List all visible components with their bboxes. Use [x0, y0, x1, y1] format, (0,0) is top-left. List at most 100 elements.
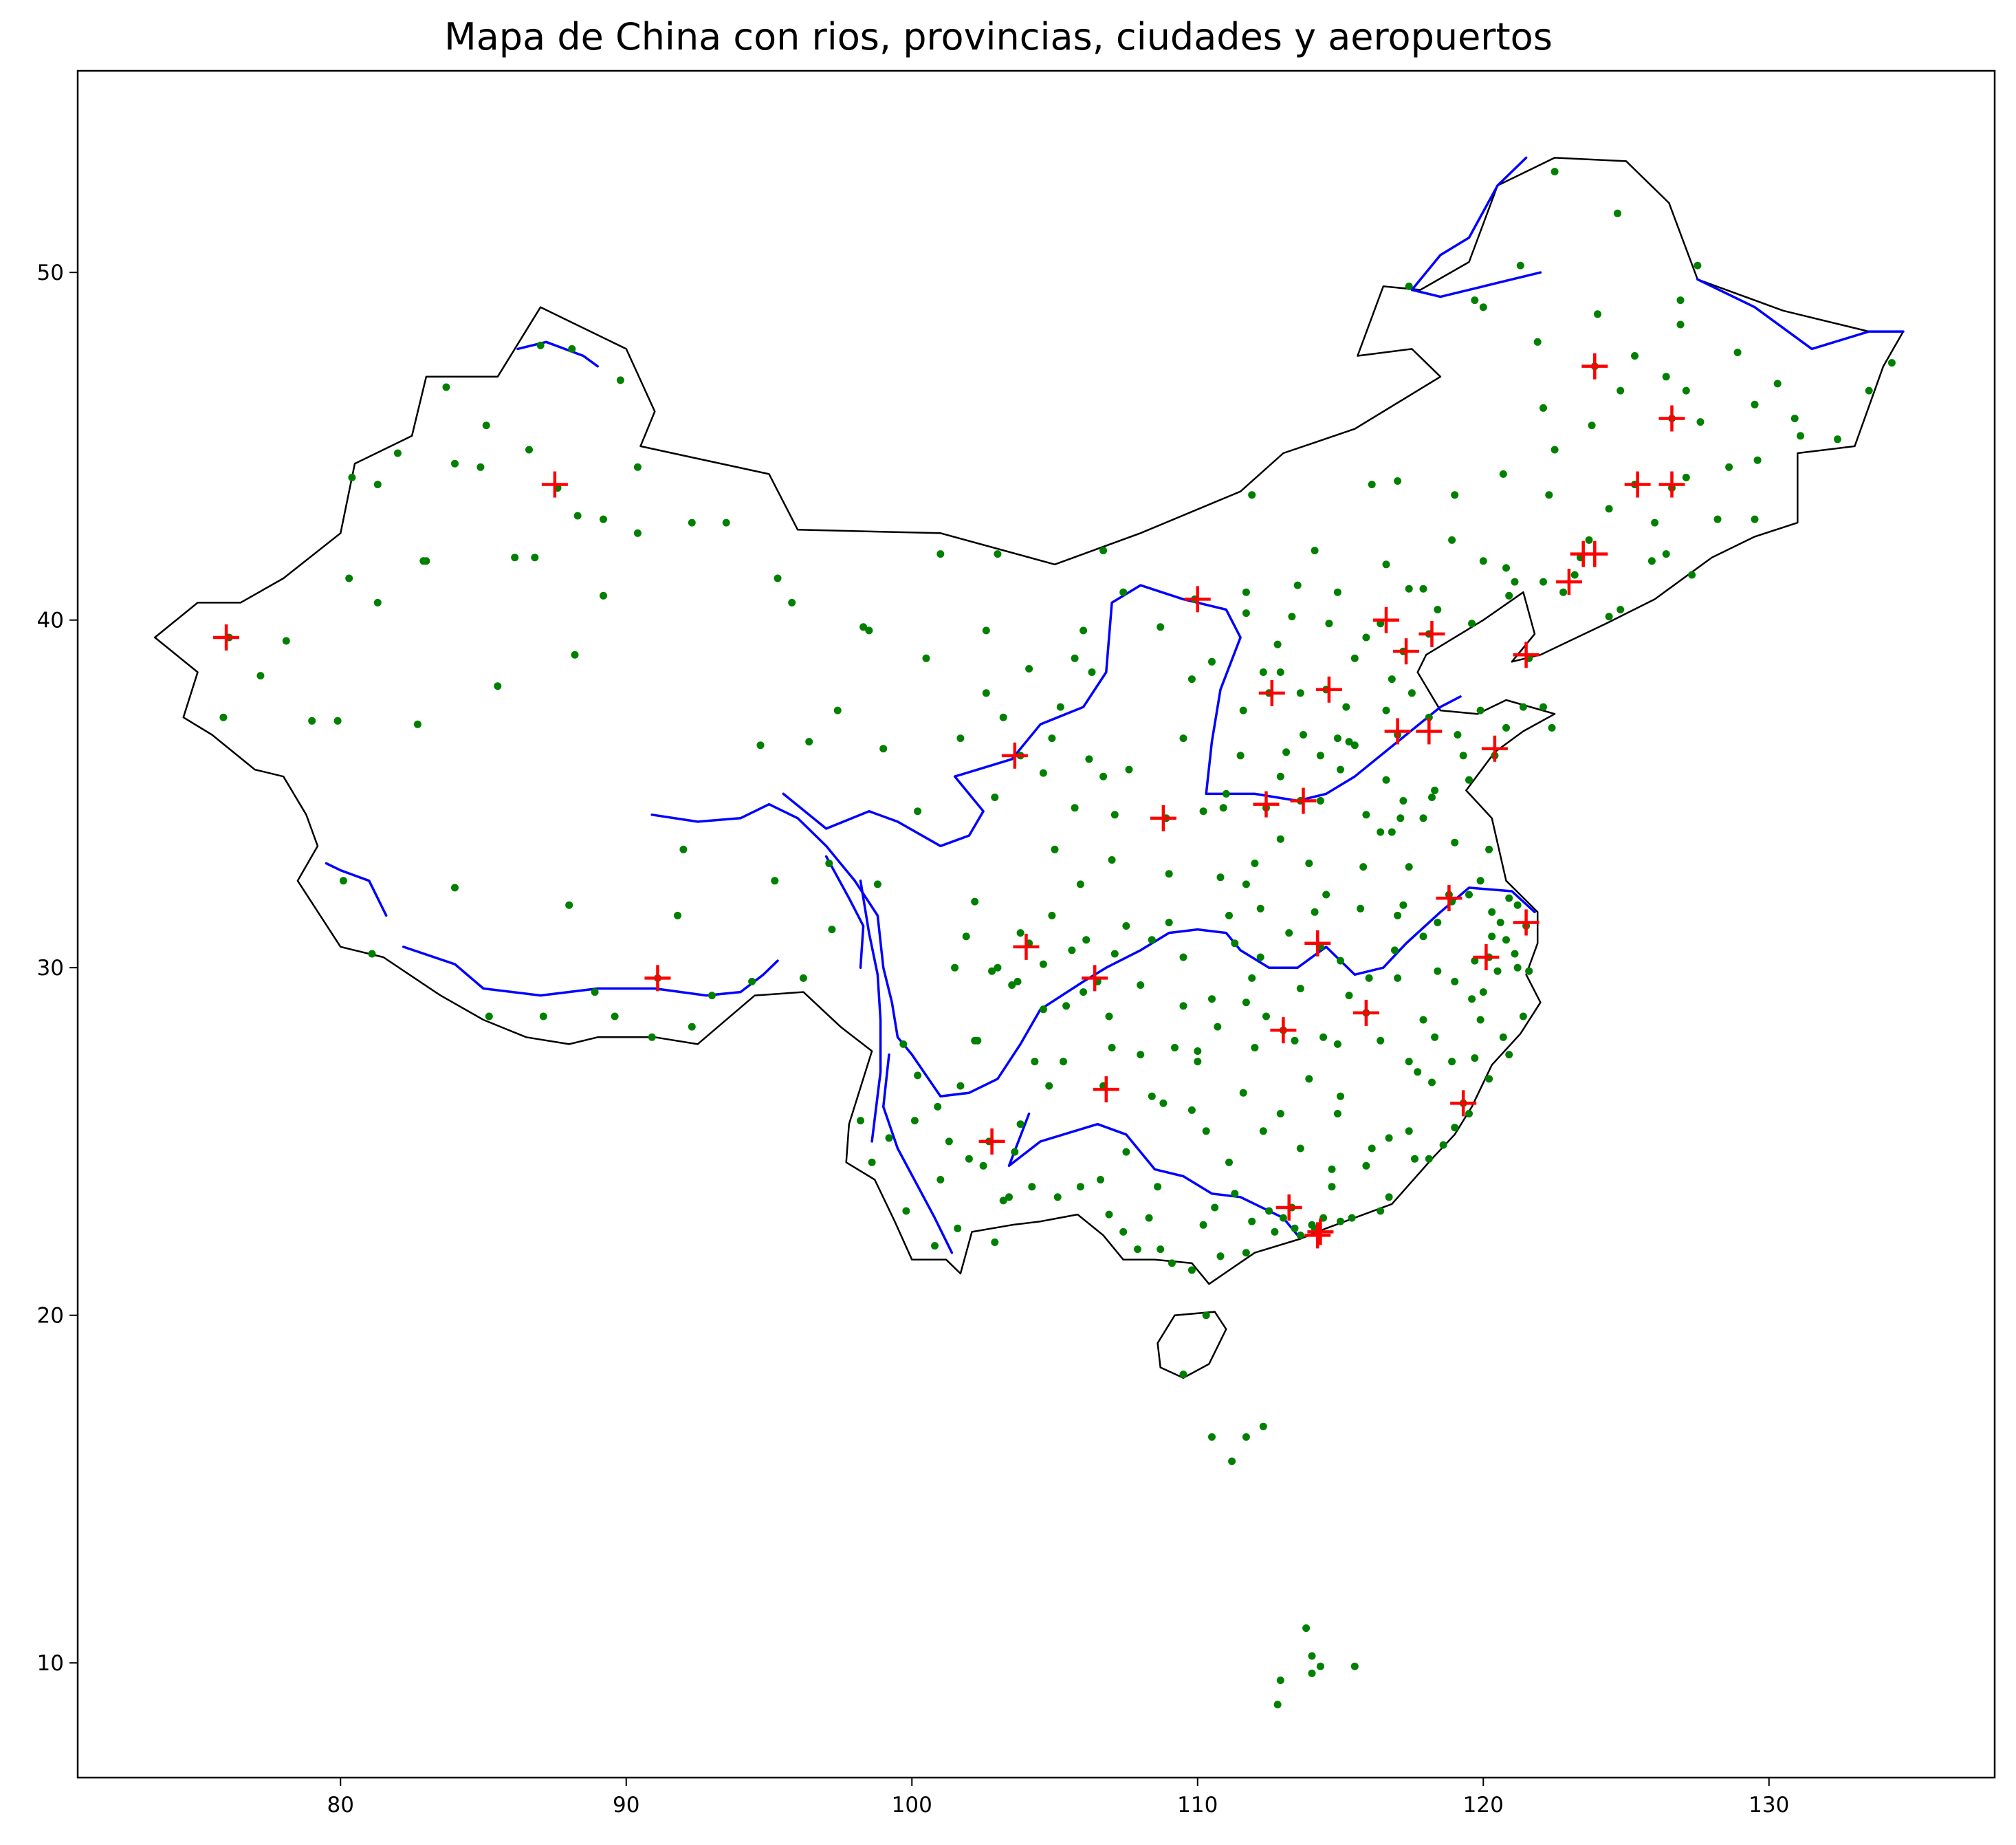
- city-point: [1333, 734, 1341, 743]
- airport-marker: [1304, 930, 1331, 957]
- city-point: [1377, 828, 1385, 836]
- city-point: [1251, 860, 1259, 867]
- city-point: [1585, 536, 1593, 544]
- airport-marker: [1275, 1194, 1302, 1221]
- city-point: [1382, 560, 1390, 569]
- city-point: [1256, 953, 1264, 961]
- city-point: [1385, 1134, 1393, 1142]
- city-point: [1008, 981, 1016, 989]
- city-point: [1157, 1245, 1165, 1254]
- city-point: [1405, 1127, 1413, 1135]
- city-point: [1733, 349, 1742, 356]
- city-point: [868, 1158, 876, 1166]
- city-point: [1154, 1183, 1162, 1191]
- city-point: [1751, 400, 1759, 408]
- city-point: [1242, 998, 1250, 1007]
- city-point: [1039, 960, 1047, 968]
- city-point: [1434, 967, 1442, 975]
- city-point: [1545, 491, 1553, 499]
- city-point: [1276, 1677, 1284, 1684]
- city-point: [1159, 1099, 1168, 1107]
- city-point: [1296, 689, 1304, 697]
- city-point: [1425, 713, 1433, 721]
- city-point: [1108, 1044, 1116, 1051]
- city-point: [956, 1082, 965, 1090]
- city-point: [999, 1197, 1007, 1205]
- city-point: [1202, 1311, 1210, 1320]
- city-point: [1337, 957, 1344, 965]
- city-point: [1273, 640, 1282, 648]
- city-point: [1533, 338, 1542, 346]
- city-point: [1662, 373, 1670, 381]
- city-point: [1231, 1190, 1239, 1198]
- city-point: [1345, 738, 1353, 746]
- city-point: [991, 1238, 999, 1246]
- city-point: [1179, 1002, 1187, 1010]
- city-point: [1251, 1044, 1259, 1051]
- city-point: [1345, 992, 1353, 1000]
- city-point: [722, 518, 730, 527]
- city-point: [1513, 901, 1522, 909]
- city-point: [954, 1224, 962, 1232]
- city-point: [600, 515, 607, 523]
- city-point: [1014, 977, 1022, 985]
- city-point: [1045, 1082, 1053, 1090]
- city-point: [1434, 919, 1442, 926]
- airport-marker: [1253, 791, 1280, 818]
- city-point: [282, 637, 290, 645]
- city-point: [1368, 1144, 1376, 1153]
- city-point: [451, 459, 459, 468]
- city-point: [1311, 547, 1319, 555]
- airport-marker: [1393, 638, 1420, 665]
- city-point: [885, 1134, 893, 1142]
- city-point: [1405, 1058, 1413, 1066]
- city-point: [1051, 845, 1059, 853]
- city-point: [1511, 950, 1519, 958]
- city-point: [825, 860, 833, 867]
- city-point: [1502, 723, 1510, 732]
- city-point: [756, 741, 765, 750]
- city-point: [1276, 772, 1284, 780]
- city-point: [1239, 1089, 1247, 1097]
- airport-marker: [213, 624, 240, 651]
- city-point: [1242, 1249, 1250, 1257]
- city-point: [1236, 752, 1245, 760]
- x-tick-label: 100: [892, 1793, 932, 1817]
- city-point: [422, 557, 430, 565]
- airport-marker: [1436, 885, 1462, 912]
- city-point: [859, 623, 868, 631]
- city-point: [1262, 1012, 1270, 1020]
- airport-marker: [1001, 742, 1028, 769]
- city-point: [1377, 1036, 1385, 1045]
- city-point: [1105, 1210, 1113, 1219]
- city-point: [922, 654, 930, 662]
- china-boundary: [153, 157, 1905, 1285]
- y-tick-label: 40: [37, 609, 64, 633]
- city-point: [1513, 963, 1522, 972]
- city-point: [1394, 477, 1402, 485]
- city-point: [1651, 518, 1659, 527]
- city-point: [1425, 1155, 1433, 1163]
- city-point: [1359, 863, 1368, 871]
- city-point: [1505, 894, 1513, 902]
- airport-marker: [978, 1128, 1005, 1155]
- city-point: [1179, 1371, 1187, 1379]
- city-point: [1222, 789, 1230, 798]
- city-point: [879, 745, 888, 753]
- city-point: [982, 626, 990, 635]
- city-point: [1451, 491, 1459, 499]
- city-point: [1199, 807, 1207, 816]
- airport-marker: [644, 965, 671, 992]
- city-point: [633, 463, 642, 471]
- city-point: [1662, 550, 1670, 558]
- city-point: [1396, 814, 1405, 822]
- city-point: [994, 963, 1002, 972]
- city-point: [865, 626, 873, 635]
- city-point: [1333, 1040, 1341, 1048]
- city-point: [1302, 1624, 1311, 1633]
- city-point: [857, 1117, 864, 1125]
- city-point: [1505, 1051, 1513, 1059]
- city-point: [1479, 557, 1487, 565]
- city-point: [1099, 772, 1108, 780]
- city-point: [1476, 706, 1484, 714]
